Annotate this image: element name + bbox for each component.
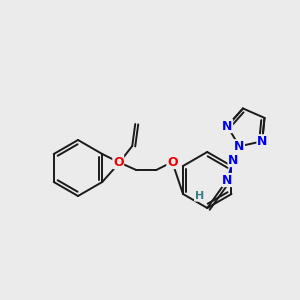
Text: O: O (167, 155, 178, 169)
Text: N: N (234, 140, 244, 153)
Text: N: N (228, 154, 238, 166)
Text: O: O (113, 155, 124, 169)
Text: N: N (257, 135, 267, 148)
Text: H: H (195, 191, 204, 201)
Text: N: N (222, 173, 232, 187)
Text: N: N (222, 119, 233, 133)
